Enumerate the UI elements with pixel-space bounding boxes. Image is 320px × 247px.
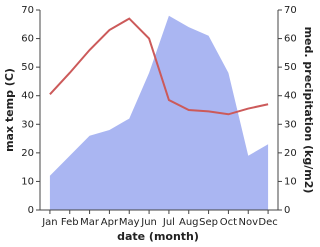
x-tick-label: Jan	[41, 217, 57, 228]
y2-tick-label: 50	[284, 62, 297, 73]
y-tick-label: 70	[21, 5, 34, 16]
y2-tick-label: 10	[284, 176, 297, 187]
x-tick-label: Aug	[179, 217, 199, 228]
y-tick-label: 0	[28, 205, 34, 216]
x-tick-label: Mar	[80, 217, 100, 228]
x-tick-label: Feb	[61, 217, 79, 228]
temp-line	[49, 17, 269, 116]
y-axis-label: max temp (C)	[3, 68, 16, 152]
y-tick-label: 20	[21, 148, 34, 159]
x-tick-label: Apr	[101, 217, 119, 228]
y2-tick-label: 0	[284, 205, 290, 216]
x-tick-label: Oct	[220, 217, 237, 228]
y-tick-label: 40	[21, 91, 34, 102]
x-tick-label: Nov	[238, 217, 258, 228]
x-tick-label: Dec	[258, 217, 277, 228]
y-tick-label: 50	[21, 62, 34, 73]
y2-tick-label: 70	[284, 5, 297, 16]
y-tick-label: 30	[21, 119, 34, 130]
x-tick-label: Sep	[199, 217, 218, 228]
y-tick-label: 10	[21, 176, 34, 187]
y2-tick-label: 30	[284, 119, 297, 130]
y2-tick-label: 40	[284, 91, 297, 102]
x-tick-label: May	[119, 217, 140, 228]
x-tick-label: Jun	[140, 217, 157, 228]
y2-tick-label: 60	[284, 34, 297, 45]
x-tick-label: Jul	[162, 217, 175, 228]
y-tick-label: 60	[21, 34, 34, 45]
precipitation-area	[49, 15, 269, 211]
x-axis-label: date (month)	[117, 230, 199, 243]
y2-tick-label: 20	[284, 148, 297, 159]
y2-axis-label: med. precipitation (kg/m2)	[302, 27, 315, 194]
